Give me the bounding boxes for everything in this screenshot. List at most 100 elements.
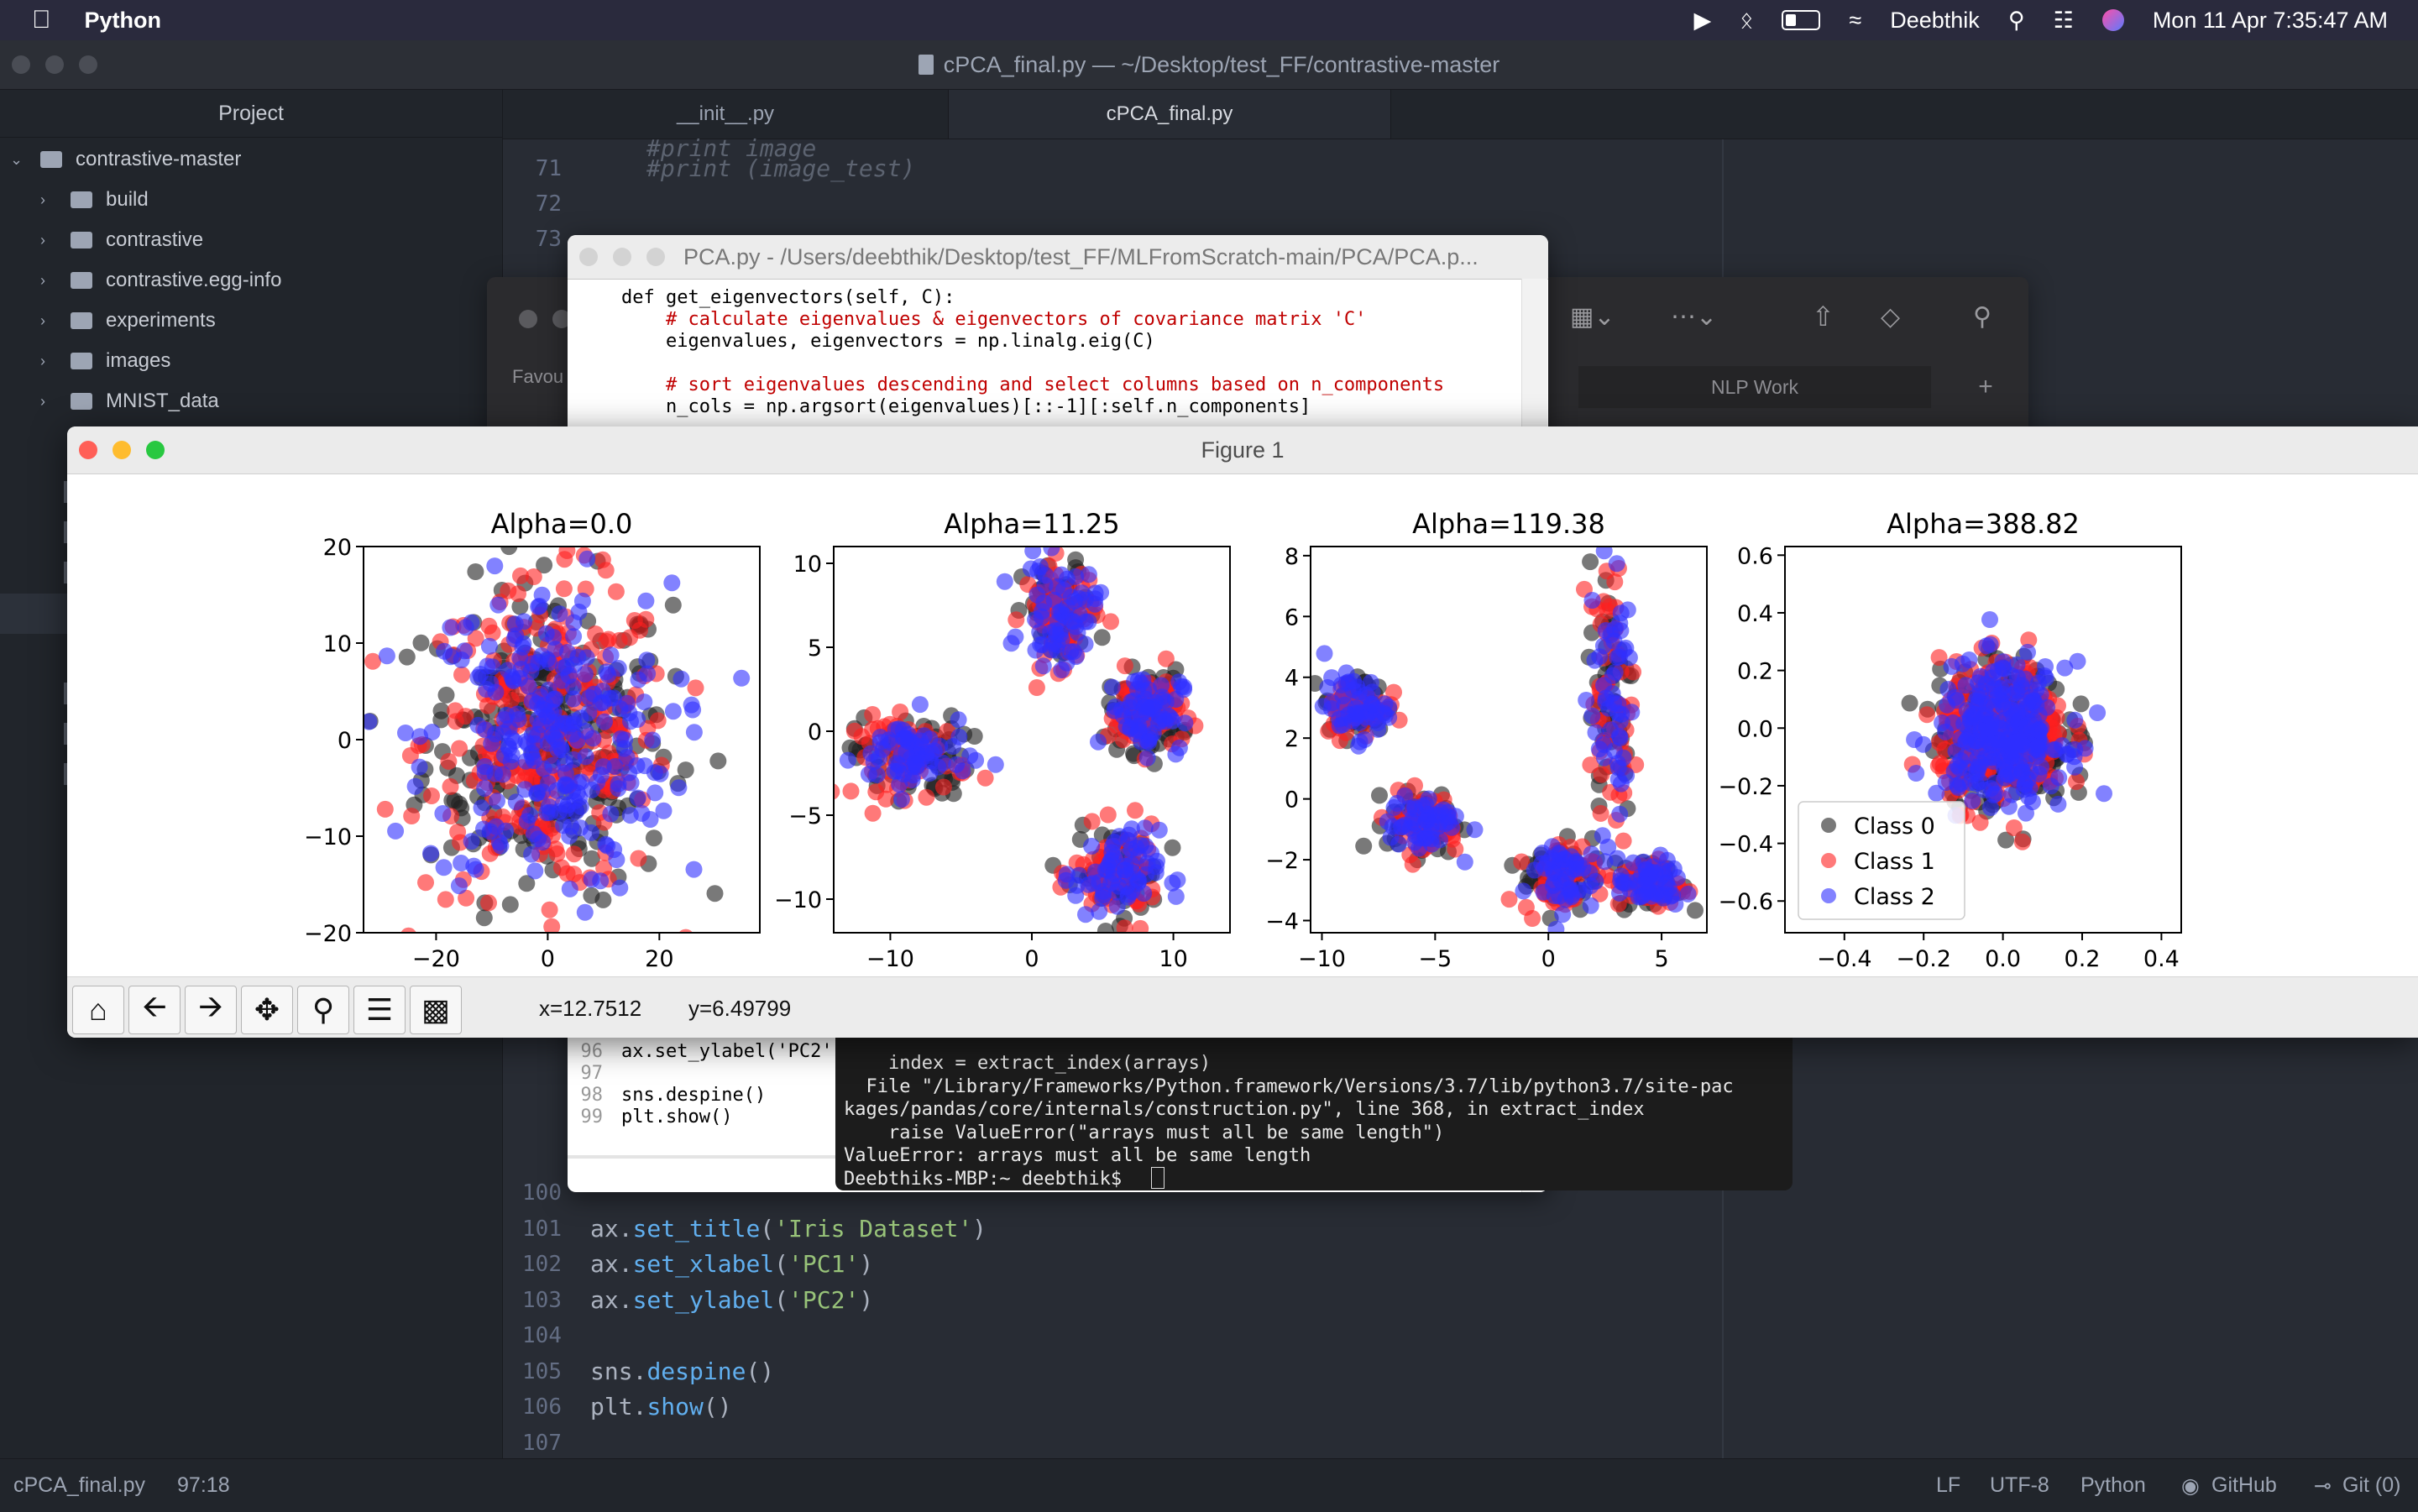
tree-folder-4[interactable]: › images <box>0 341 502 381</box>
forward-icon[interactable]: 🡪 <box>185 986 237 1034</box>
tree-folder-3[interactable]: › experiments <box>0 301 502 341</box>
tab-cpca-final[interactable]: cPCA_final.py <box>949 90 1391 139</box>
battery-icon[interactable] <box>1782 10 1821 30</box>
scatter-point <box>551 605 568 623</box>
scatter-point <box>517 733 535 751</box>
minimize-icon[interactable] <box>45 55 64 74</box>
figure-canvas[interactable]: Alpha=0.0−20 0 20−20−1001020Alpha=11.25−10… <box>67 473 2418 976</box>
status-cursor[interactable]: 97:18 <box>177 1473 230 1497</box>
scatter-point <box>1620 880 1638 897</box>
siri-icon[interactable] <box>2101 9 2124 31</box>
code-line: #print (image_test) <box>646 154 916 182</box>
zoom-icon[interactable] <box>146 441 165 459</box>
menubar:  Python ▶ ᛟ ≈ Deebthik ⚲ ☷ Mon 11 Apr 7… <box>0 0 2418 40</box>
tree-folder-label: contrastive.egg-info <box>106 269 282 291</box>
scatter-point <box>423 787 440 804</box>
scatter-point <box>437 686 455 704</box>
menubar-user[interactable]: Deebthik <box>1890 7 1980 33</box>
scatter-point <box>911 696 929 714</box>
status-line-ending[interactable]: LF <box>1936 1473 1961 1497</box>
zoom-icon[interactable] <box>79 55 97 74</box>
scatter-point <box>480 617 498 635</box>
scatter-point <box>1592 804 1609 822</box>
y-tick-label: −4 <box>1265 909 1299 935</box>
wifi-icon[interactable]: ≈ <box>1849 7 1862 33</box>
pca-line-number: 96 <box>580 1041 604 1062</box>
zoom-icon[interactable]: ⚲ <box>297 986 349 1034</box>
minimize-icon[interactable] <box>113 441 131 459</box>
tree-folder-5[interactable]: › MNIST_data <box>0 381 502 421</box>
apple-icon[interactable]:  <box>32 6 51 34</box>
x-tick-label: −10 <box>866 946 914 972</box>
pan-icon[interactable]: ✥ <box>241 986 293 1034</box>
scatter-point <box>533 586 551 604</box>
folder-icon <box>40 151 62 168</box>
figure-title-bar: Figure 1 <box>67 426 2418 474</box>
scatter-point <box>1543 850 1561 867</box>
scatter-point <box>1981 611 1998 628</box>
scatter-point <box>976 769 994 787</box>
close-icon[interactable] <box>519 310 537 328</box>
tree-root[interactable]: ⌄ contrastive-master <box>0 139 502 180</box>
control-center-icon[interactable]: ☷ <box>2053 7 2074 33</box>
scatter-point <box>1167 887 1185 905</box>
scatter-point <box>482 675 500 693</box>
more-icon[interactable]: ⋯⌄ <box>1671 303 1718 331</box>
scatter-point <box>606 758 624 775</box>
scatter-point <box>630 671 647 688</box>
terminal-window[interactable]: index = extract_index(arrays) File "/Lib… <box>835 1016 1793 1190</box>
status-encoding[interactable]: UTF-8 <box>1990 1473 2049 1497</box>
scatter-point <box>1059 570 1076 588</box>
zoom-icon[interactable] <box>646 248 665 266</box>
close-icon[interactable] <box>579 248 598 266</box>
status-github[interactable]: GitHub <box>2211 1473 2277 1497</box>
scatter-point <box>1582 553 1599 571</box>
menubar-clock[interactable]: Mon 11 Apr 7:35:47 AM <box>2152 7 2388 33</box>
status-git[interactable]: Git (0) <box>2342 1473 2401 1497</box>
app-menu-name[interactable]: Python <box>65 7 162 33</box>
line-number: 105 <box>522 1358 562 1384</box>
tree-folder-1[interactable]: › contrastive <box>0 220 502 260</box>
tag-icon[interactable]: ◇ <box>1881 303 1901 331</box>
close-icon[interactable] <box>79 441 97 459</box>
minimize-icon[interactable] <box>613 248 631 266</box>
scatter-point <box>629 789 646 807</box>
play-icon[interactable]: ▶ <box>1693 7 1712 33</box>
spotlight-icon[interactable]: ⚲ <box>2007 7 2025 33</box>
git-icon[interactable]: ⊸ <box>2314 1473 2332 1498</box>
chevron-down-icon: ⌄ <box>10 150 24 168</box>
scatter-point <box>961 747 979 765</box>
scatter-point <box>1583 845 1600 863</box>
tree-folder-0[interactable]: › build <box>0 180 502 220</box>
add-tab-icon[interactable]: + <box>1978 373 1993 400</box>
sidebar-header[interactable]: Project <box>0 90 502 138</box>
close-icon[interactable] <box>12 55 30 74</box>
scatter-point <box>486 765 504 782</box>
folder-icon <box>71 393 92 410</box>
x-tick-label: 0.4 <box>2143 946 2180 972</box>
share-icon[interactable]: ⇧ <box>1812 301 1834 332</box>
scatter-point <box>1612 622 1630 640</box>
scatter-point <box>630 850 647 867</box>
search-icon[interactable]: ⚲ <box>1973 303 1991 331</box>
status-grammar[interactable]: Python <box>2080 1473 2146 1497</box>
view-grid-icon[interactable]: ▦⌄ <box>1570 303 1615 331</box>
save-icon[interactable]: ▩ <box>410 986 462 1034</box>
github-icon[interactable]: ◉ <box>2181 1473 2200 1498</box>
scatter-point <box>996 573 1013 590</box>
scatter-point <box>505 630 523 648</box>
status-file[interactable]: cPCA_final.py <box>13 1473 146 1497</box>
scatter-point <box>2050 769 2068 787</box>
x-tick-label: −5 <box>1418 946 1452 972</box>
home-icon[interactable]: ⌂ <box>72 986 124 1034</box>
scatter-point <box>437 891 454 908</box>
configure-icon[interactable]: ☰ <box>353 986 406 1034</box>
minimize-icon[interactable] <box>552 310 571 328</box>
bluetooth-icon[interactable]: ᛟ <box>1740 7 1754 33</box>
scatter-point <box>602 805 620 823</box>
tab-init[interactable]: __init__.py <box>503 90 949 139</box>
tree-folder-2[interactable]: › contrastive.egg-info <box>0 260 502 301</box>
back-icon[interactable]: 🡨 <box>128 986 181 1034</box>
finder-tab-nlp[interactable]: NLP Work <box>1578 366 1931 408</box>
file-icon <box>918 55 934 75</box>
